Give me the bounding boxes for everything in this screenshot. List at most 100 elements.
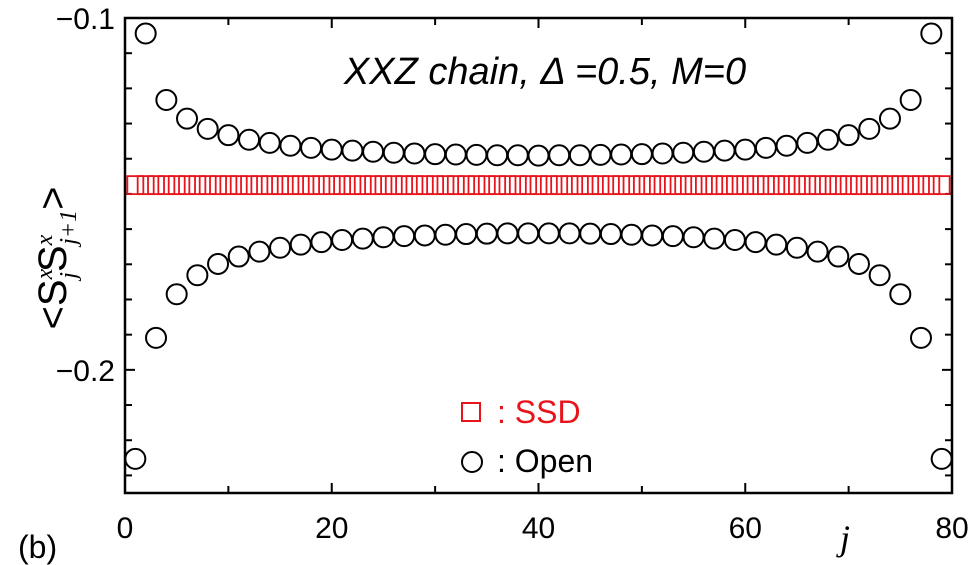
- data-point-ssd: [757, 175, 775, 196]
- data-point-ssd: [446, 175, 465, 196]
- data-point-open: [300, 136, 323, 159]
- data-point-ssd: [240, 175, 258, 196]
- data-point-open: [155, 88, 178, 111]
- data-point-ssd: [632, 175, 651, 196]
- data-point-ssd: [436, 175, 455, 196]
- data-point-open: [775, 134, 798, 157]
- y-tick-label: −0.1: [56, 3, 115, 36]
- data-point-open: [682, 226, 705, 249]
- data-point-ssd: [912, 175, 930, 196]
- data-point-open: [145, 326, 168, 349]
- data-point-open: [703, 227, 726, 250]
- data-point-ssd: [560, 175, 579, 196]
- data-point-ssd: [312, 175, 331, 196]
- data-point-open: [558, 222, 581, 245]
- data-point-ssd: [777, 175, 796, 196]
- data-point-open: [217, 124, 240, 147]
- data-point-ssd: [819, 175, 837, 196]
- data-point-ssd: [322, 175, 341, 196]
- y-axis-tick-labels: −0.1 −0.2: [56, 3, 115, 388]
- x-axis-label: j: [836, 518, 850, 558]
- data-point-ssd: [302, 175, 320, 196]
- data-point-ssd: [746, 175, 765, 196]
- data-point-open: [310, 231, 333, 254]
- legend-ssd-label: : SSD: [497, 394, 581, 430]
- data-point-ssd: [539, 175, 558, 196]
- data-point-ssd: [860, 175, 879, 196]
- data-point-ssd: [901, 175, 920, 196]
- data-point-open: [362, 140, 385, 163]
- data-point-ssd: [705, 175, 724, 196]
- data-point-ssd: [488, 175, 507, 196]
- data-point-ssd: [250, 175, 269, 196]
- data-point-ssd: [384, 175, 403, 196]
- data-point-open: [413, 224, 436, 247]
- data-point-ssd: [736, 175, 755, 196]
- data-point-ssd: [477, 175, 496, 196]
- data-point-open: [620, 223, 643, 246]
- data-point-ssd: [209, 175, 227, 196]
- data-point-open: [847, 252, 870, 275]
- data-point-open: [868, 264, 891, 287]
- data-point-ssd: [881, 175, 899, 196]
- data-point-ssd: [674, 175, 693, 196]
- data-point-open: [723, 229, 746, 252]
- data-point-open: [196, 117, 219, 140]
- y-label-s1-sup: x: [32, 268, 58, 280]
- data-point-open: [207, 252, 230, 275]
- data-point-ssd: [891, 175, 910, 196]
- data-point-open: [692, 140, 715, 163]
- data-point-open: [754, 136, 777, 159]
- data-point-ssd: [788, 175, 806, 196]
- data-point-open: [661, 225, 684, 248]
- data-point-open: [548, 144, 571, 167]
- data-point-ssd: [695, 175, 713, 196]
- svg-text:<SxjSxj+1>: <SxjSxj+1>: [31, 187, 82, 330]
- data-point-open: [589, 143, 612, 166]
- data-point-ssd: [136, 175, 155, 196]
- data-point-ssd: [157, 175, 176, 196]
- data-point-open: [630, 143, 653, 166]
- data-point-open: [176, 107, 199, 130]
- data-point-open: [238, 128, 261, 151]
- data-point-ssd: [519, 175, 538, 196]
- data-point-open: [837, 124, 860, 147]
- data-point-open: [351, 227, 374, 250]
- data-point-ssd: [829, 175, 848, 196]
- data-point-open: [227, 245, 250, 268]
- data-point-ssd: [374, 175, 393, 196]
- data-point-ssd: [229, 175, 248, 196]
- data-point-ssd: [622, 175, 641, 196]
- data-point-ssd: [291, 175, 310, 196]
- data-point-ssd: [922, 175, 941, 196]
- data-point-open: [165, 283, 188, 306]
- data-point-ssd: [550, 175, 569, 196]
- data-point-ssd: [467, 175, 486, 196]
- data-point-open: [827, 245, 850, 268]
- data-point-open: [641, 224, 664, 247]
- data-point-open: [899, 88, 922, 111]
- data-point-open: [878, 107, 901, 130]
- y-label-close: >: [31, 187, 75, 210]
- y-axis-label: <SxjSxj+1>: [31, 187, 82, 330]
- data-point-ssd: [591, 175, 610, 196]
- data-point-ssd: [281, 175, 300, 196]
- data-point-open: [909, 326, 932, 349]
- data-point-ssd: [839, 175, 858, 196]
- data-point-open: [506, 144, 529, 167]
- data-point-open: [610, 143, 633, 166]
- data-point-ssd: [653, 175, 672, 196]
- data-point-ssd: [126, 175, 145, 196]
- data-point-open: [858, 117, 881, 140]
- data-point-open: [796, 131, 819, 154]
- data-point-ssd: [395, 175, 414, 196]
- data-point-ssd: [178, 175, 196, 196]
- data-point-ssd: [271, 175, 289, 196]
- x-tick-label: 80: [935, 512, 968, 545]
- series-ssd: [126, 175, 951, 196]
- data-point-open: [403, 142, 426, 165]
- data-point-open: [258, 131, 281, 154]
- y-label-s2-sub: j+1: [56, 210, 82, 248]
- chart-title: XXZ chain, Δ =0.5, M=0: [343, 51, 746, 93]
- data-point-ssd: [405, 175, 424, 196]
